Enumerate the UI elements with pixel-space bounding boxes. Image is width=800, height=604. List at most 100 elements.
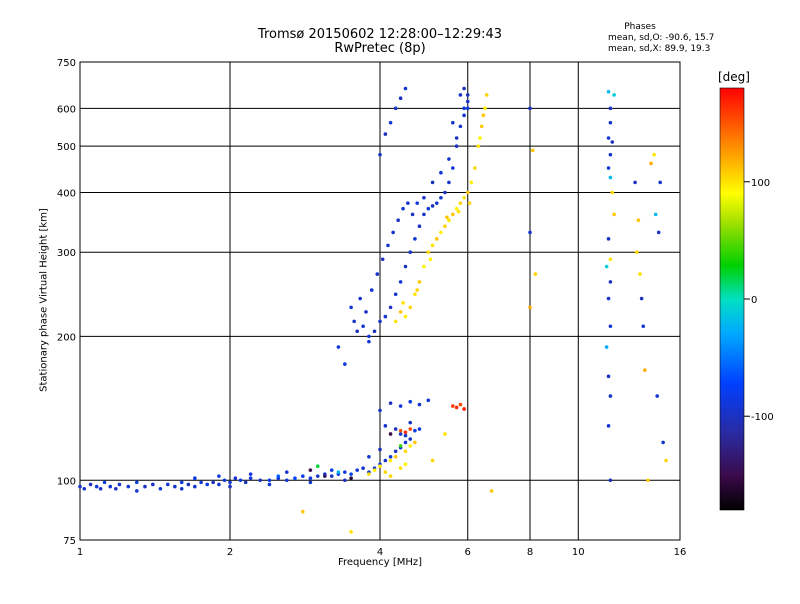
- data-point: [410, 212, 415, 217]
- data-point: [634, 250, 639, 255]
- data-point: [408, 250, 413, 255]
- data-point: [606, 374, 611, 379]
- data-point: [641, 324, 646, 329]
- data-point: [211, 480, 215, 485]
- data-point: [393, 106, 398, 111]
- data-point: [454, 405, 459, 410]
- x-tick-label: 1: [77, 547, 83, 558]
- data-point: [403, 440, 408, 445]
- data-point: [428, 257, 433, 262]
- data-point: [388, 432, 393, 436]
- colorbar-unit: [deg]: [718, 70, 750, 84]
- data-point: [430, 458, 435, 463]
- data-point: [633, 180, 637, 185]
- data-point: [134, 489, 139, 493]
- data-point: [375, 272, 380, 276]
- data-point: [367, 472, 371, 476]
- data-point: [217, 474, 221, 478]
- data-point: [462, 195, 466, 200]
- chart-subtitle: RwPretec (8p): [334, 41, 426, 56]
- data-point: [606, 166, 611, 170]
- data-point: [151, 482, 155, 487]
- data-point: [403, 449, 408, 454]
- data-point: [393, 427, 398, 431]
- data-point: [608, 120, 613, 125]
- data-point: [378, 152, 382, 157]
- data-point: [114, 486, 118, 491]
- data-point: [367, 339, 371, 344]
- data-point: [238, 478, 243, 483]
- data-point: [179, 486, 184, 491]
- colorbar-tick-label: -100: [751, 412, 774, 423]
- data-point: [398, 96, 403, 100]
- data-point: [447, 218, 451, 223]
- data-point: [398, 310, 403, 314]
- data-point: [329, 474, 334, 478]
- y-axis-ticks: 75 100 200 300 400 500 600 750: [57, 58, 76, 547]
- data-point: [205, 482, 209, 487]
- data-point: [469, 180, 474, 185]
- data-point: [267, 482, 272, 487]
- data-point: [417, 402, 422, 407]
- data-point: [383, 458, 388, 463]
- data-point: [401, 301, 405, 305]
- data-point: [406, 201, 410, 205]
- data-point: [462, 86, 466, 91]
- y-tick-label: 200: [57, 332, 76, 343]
- data-point: [134, 480, 139, 485]
- data-point: [608, 106, 613, 111]
- data-point: [439, 230, 443, 235]
- x-axis-ticks: 1 2 4 6 8 10 16: [77, 547, 687, 558]
- y-tick-label: 600: [57, 104, 76, 115]
- data-point: [639, 296, 644, 301]
- data-point: [364, 310, 368, 314]
- data-point: [396, 218, 400, 223]
- data-point: [349, 305, 353, 310]
- data-point: [653, 212, 658, 217]
- data-point: [462, 106, 466, 111]
- data-point: [284, 470, 289, 474]
- data-point: [476, 144, 481, 148]
- data-point: [530, 148, 535, 153]
- data-point: [301, 474, 305, 478]
- data-point: [447, 157, 451, 161]
- data-point: [267, 478, 272, 483]
- data-point: [479, 124, 484, 129]
- data-point: [443, 432, 447, 436]
- colorbar-ticks: 100 0 -100: [744, 178, 774, 423]
- data-point: [417, 427, 422, 431]
- data-point: [604, 264, 609, 269]
- data-point: [158, 486, 163, 491]
- data-point: [473, 166, 477, 170]
- data-point: [398, 428, 403, 433]
- chart-title: Tromsø 20150602 12:28:00–12:29:43: [257, 27, 503, 42]
- data-point: [483, 106, 487, 111]
- data-point: [315, 464, 320, 469]
- data-point: [408, 420, 413, 425]
- data-point: [403, 462, 408, 467]
- data-point: [393, 454, 398, 459]
- y-tick-label: 300: [57, 248, 76, 259]
- data-point: [94, 484, 99, 489]
- data-point: [612, 93, 616, 97]
- data-point: [78, 484, 82, 489]
- data-point: [228, 480, 232, 485]
- data-point: [378, 447, 382, 452]
- data-point: [336, 345, 341, 349]
- data-point: [98, 486, 103, 491]
- data-point: [430, 204, 435, 208]
- data-point: [608, 175, 613, 180]
- data-point: [349, 530, 353, 534]
- data-point: [398, 466, 403, 470]
- data-point: [378, 408, 382, 413]
- data-point: [398, 404, 403, 408]
- data-point: [380, 257, 385, 262]
- data-point: [606, 424, 611, 428]
- grid-lines: [80, 62, 680, 540]
- data-point: [451, 212, 455, 217]
- y-tick-label: 400: [57, 188, 76, 199]
- data-point: [386, 243, 390, 248]
- data-point: [388, 474, 393, 478]
- data-point: [383, 314, 388, 319]
